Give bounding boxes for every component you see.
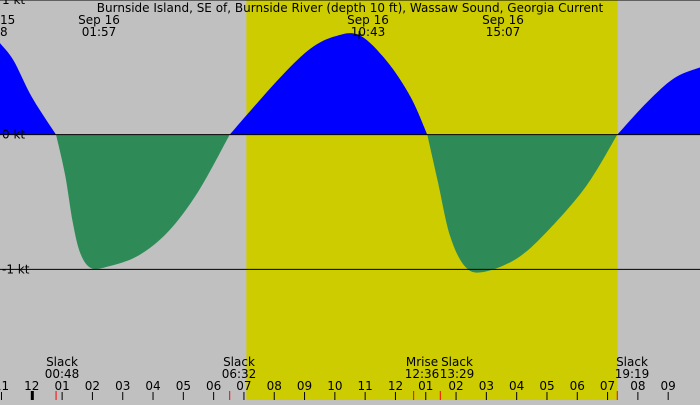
x-tick-label: 11 [358,379,373,393]
x-tick-label: 06 [570,379,585,393]
event-time: 06:32 [222,367,257,381]
y-tick-label: 1 kt [2,0,25,7]
top-time-label: 10:43 [351,25,386,39]
x-tick-label: 05 [539,379,554,393]
x-tick-label: 04 [145,379,160,393]
flood-current-area [0,43,57,135]
x-tick-label: 08 [267,379,282,393]
x-tick-label: 05 [176,379,191,393]
event-time: 12:36 [405,367,440,381]
x-tick-label: 09 [661,379,676,393]
x-tick-label: 09 [297,379,312,393]
event-label: Mrise [406,355,438,369]
x-tick-label: 01 [418,379,433,393]
x-tick-label: 10 [327,379,342,393]
ebb-current-area [56,134,230,270]
x-tick-label: 12 [388,379,403,393]
top-date-label: 15 [0,13,15,27]
top-time-label: 01:57 [82,25,117,39]
x-tick-label: 03 [479,379,494,393]
x-tick-label: 11 [0,379,9,393]
x-tick-label: 12 [24,379,39,393]
event-time: 13:29 [440,367,475,381]
x-tick-label: 01 [54,379,69,393]
midnight-tick [30,391,34,400]
x-tick-label: 08 [630,379,645,393]
event-label: Slack [616,355,648,369]
ebb-current-area [427,134,618,273]
event-label: Slack [46,355,78,369]
top-date-label: Sep 16 [78,13,120,27]
top-time-label: 8 [0,25,8,39]
x-tick-label: 07 [600,379,615,393]
x-tick-label: 04 [509,379,524,393]
y-tick-label: -1 kt [2,262,30,276]
y-tick-label: 0 kt [2,128,25,142]
top-date-label: Sep 16 [347,13,389,27]
x-tick-label: 02 [85,379,100,393]
x-tick-label: 07 [236,379,251,393]
top-date-label: Sep 16 [482,13,524,27]
event-label: Slack [223,355,255,369]
event-time: 00:48 [45,367,80,381]
chart-title: Burnside Island, SE of, Burnside River (… [97,1,604,15]
x-tick-label: 06 [206,379,221,393]
event-label: Slack [441,355,473,369]
flood-current-area [229,33,428,135]
event-time: 19:19 [615,367,650,381]
x-tick-label: 03 [115,379,130,393]
flood-current-area [617,67,700,135]
top-time-label: 15:07 [486,25,521,39]
x-tick-label: 02 [448,379,463,393]
